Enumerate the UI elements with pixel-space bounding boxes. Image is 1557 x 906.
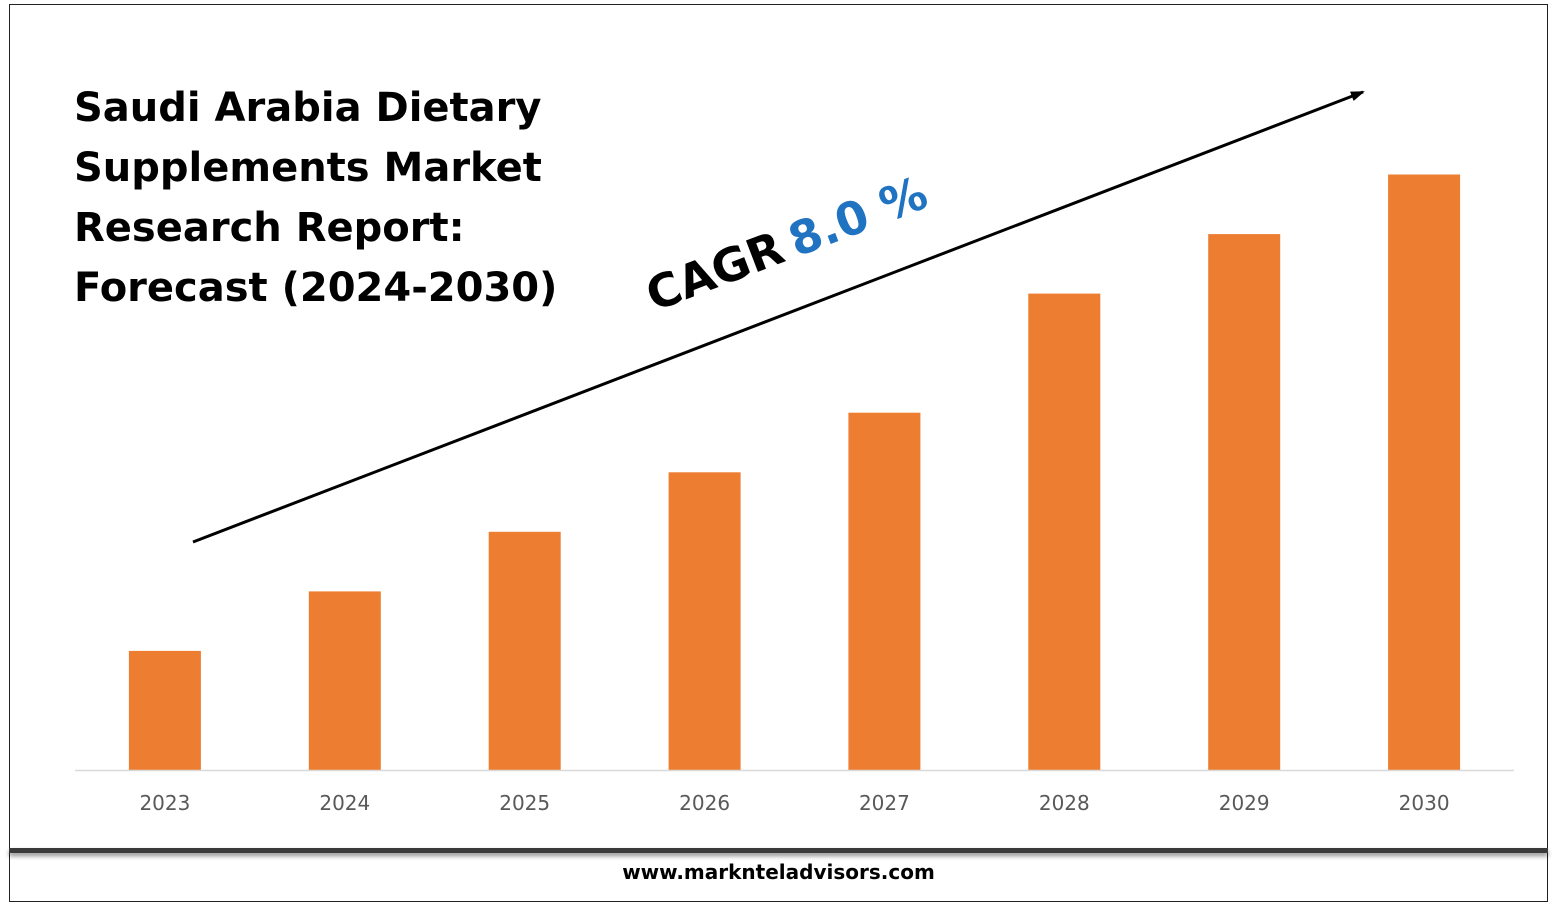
bar-2028 (1028, 293, 1101, 770)
bars-group (128, 174, 1461, 771)
bar-2025 (488, 531, 561, 770)
bar-2027 (848, 412, 921, 770)
x-tick-label: 2027 (859, 791, 910, 815)
x-tick-label: 2028 (1039, 791, 1090, 815)
footer-separator (9, 848, 1548, 853)
chart-title: Saudi Arabia Dietary Supplements Market … (74, 85, 558, 311)
x-tick-labels: 2023 2024 2025 2026 2027 2028 2029 2030 (139, 791, 1449, 815)
x-tick-label: 2024 (319, 791, 370, 815)
bar-2030 (1388, 174, 1461, 770)
x-tick-label: 2029 (1219, 791, 1270, 815)
chart-frame (9, 4, 1548, 902)
x-tick-label: 2026 (679, 791, 730, 815)
x-tick-label: 2030 (1399, 791, 1450, 815)
bar-2024 (308, 591, 381, 770)
bar-2026 (668, 472, 741, 770)
footer-url: www.marknteladvisors.com (622, 860, 935, 884)
bar-2023 (128, 650, 201, 770)
trend-arrow (192, 90, 1365, 544)
x-tick-label: 2023 (139, 791, 190, 815)
bar-2029 (1208, 234, 1281, 771)
x-tick-label: 2025 (499, 791, 550, 815)
